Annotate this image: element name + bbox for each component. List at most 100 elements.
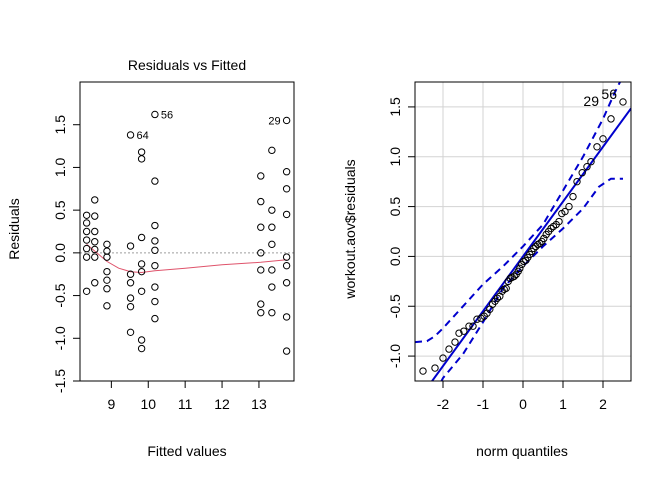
data-point [510, 272, 518, 281]
data-point [587, 158, 595, 166]
data-point [547, 224, 555, 233]
outlier-label: 29 [268, 115, 280, 127]
data-point [257, 300, 265, 308]
x-axis-label: norm quantiles [476, 443, 568, 459]
data-point [583, 163, 591, 171]
data-point [103, 253, 111, 261]
y-tick-label: 0.5 [52, 200, 68, 220]
data-point [530, 244, 538, 253]
data-point [126, 270, 135, 278]
data-point [282, 313, 291, 321]
y-tick-label: 1.5 [52, 115, 68, 135]
qq-reference-line [430, 107, 631, 381]
data-point [473, 315, 481, 323]
data-point [573, 177, 581, 186]
data-point [282, 261, 291, 270]
data-point [126, 279, 135, 287]
data-point [268, 146, 276, 155]
data-point [439, 354, 447, 362]
x-tick-label: 12 [214, 396, 230, 412]
data-point [540, 234, 548, 243]
data-point [137, 148, 146, 156]
x-tick-label: -1 [477, 396, 490, 412]
data-point [536, 239, 544, 248]
x-tick-label: 10 [140, 396, 156, 412]
data-point [619, 98, 627, 106]
data-point [268, 308, 276, 317]
data-point [82, 244, 91, 253]
plot-frame [79, 81, 295, 382]
y-tick-label: -1.5 [52, 369, 68, 393]
data-point [561, 207, 569, 216]
x-axis-label: Fitted values [147, 443, 226, 459]
data-point [82, 287, 91, 295]
x-tick-label: 9 [107, 396, 115, 412]
data-point [82, 253, 91, 261]
data-point [569, 192, 577, 201]
lowess-smoother-line [86, 243, 287, 274]
data-point [493, 294, 502, 302]
data-point [103, 247, 111, 255]
confidence-band-lower [440, 177, 623, 381]
y-axis-label: workout.aov$residuals [342, 159, 358, 299]
outlier-label: 29 [583, 93, 599, 109]
data-point [268, 283, 276, 291]
data-point [151, 261, 159, 270]
data-point [103, 276, 111, 284]
data-point [103, 302, 111, 310]
data-point [126, 302, 135, 311]
data-point [137, 344, 146, 353]
data-point [151, 283, 159, 291]
qq-plot-panel: norm quantiles workout.aov$residuals 29 5… [342, 81, 632, 459]
y-tick-label: 0.0 [52, 243, 68, 263]
data-point [599, 135, 607, 143]
data-point [516, 264, 524, 273]
data-point [268, 206, 276, 214]
data-point [103, 285, 111, 293]
data-point [282, 347, 291, 355]
data-point [137, 267, 146, 276]
data-point [91, 196, 99, 204]
y-tick-label: 0.0 [387, 246, 403, 266]
data-point [137, 336, 146, 344]
data-point [91, 227, 99, 236]
chart-title: Residuals vs Fitted [128, 57, 246, 73]
data-point [469, 322, 477, 330]
data-point [126, 242, 135, 250]
data-point [502, 284, 510, 293]
data-point [82, 211, 91, 219]
y-axis-label: Residuals [6, 198, 22, 259]
data-point [257, 308, 265, 317]
data-point [82, 227, 91, 236]
x-tick-label: 11 [178, 396, 193, 412]
data-point [607, 115, 615, 123]
data-point [103, 267, 111, 276]
data-point [268, 240, 276, 249]
data-point [282, 168, 291, 176]
x-tick-label: 2 [599, 396, 607, 412]
data-point [282, 279, 291, 287]
data-point [445, 345, 453, 353]
data-point [91, 253, 99, 261]
data-point [151, 110, 159, 119]
data-point [257, 249, 265, 257]
data-point [460, 327, 468, 335]
data-point [126, 294, 135, 302]
data-point [282, 185, 291, 193]
data-point [137, 260, 146, 268]
x-tick-label: 1 [559, 396, 567, 412]
data-point [126, 131, 135, 139]
data-point [268, 266, 276, 274]
data-point [137, 155, 146, 163]
data-point [555, 217, 563, 226]
data-point [151, 177, 159, 185]
data-point [565, 202, 573, 211]
data-point [82, 219, 91, 227]
data-point [151, 221, 159, 230]
data-point [257, 266, 265, 274]
data-point [578, 168, 586, 177]
data-point [455, 329, 463, 337]
data-point [451, 338, 459, 346]
